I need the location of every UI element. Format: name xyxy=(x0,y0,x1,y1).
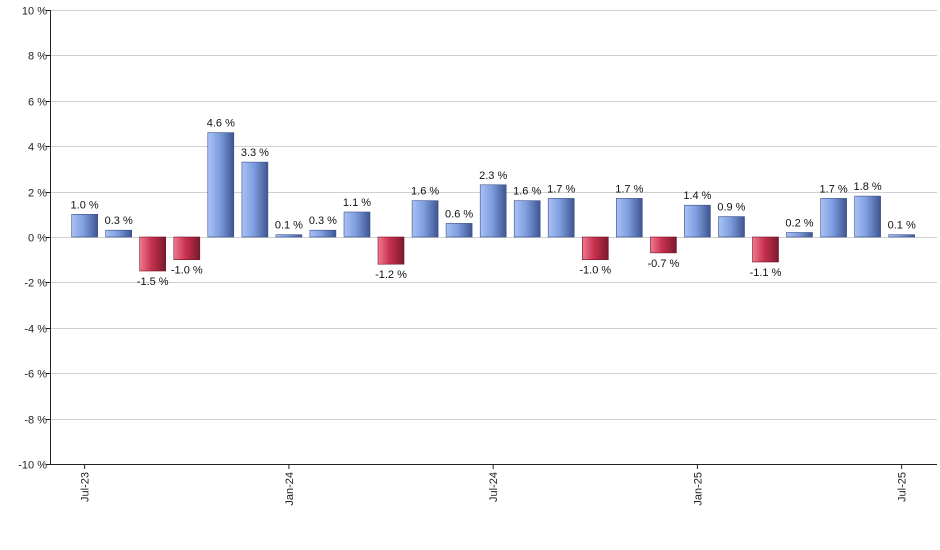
bar-Sep-23 xyxy=(139,236,166,272)
bar-Dec-24 xyxy=(650,236,677,254)
bar-Jun-25 xyxy=(854,195,881,238)
bar-Feb-24 xyxy=(309,229,337,238)
bar-Feb-25 xyxy=(718,216,745,238)
bar-value-label: 1.4 % xyxy=(683,190,711,202)
x-tick-label: Jul-25 xyxy=(897,472,909,502)
bar-Mar-24 xyxy=(343,211,371,238)
bar-value-label: 1.8 % xyxy=(854,181,882,193)
bar-value-label: 0.3 % xyxy=(105,215,133,227)
x-axis-ticks: Jul-23 Jan-24 Jul-24 Jan-25 Jul-25 xyxy=(80,464,909,506)
bar-value-label: -1.2 % xyxy=(375,269,407,281)
bar-Aug-24 xyxy=(513,200,541,238)
bar-value-label: 4.6 % xyxy=(207,118,235,130)
bar-Jan-25 xyxy=(684,204,711,238)
bar-value-label: 0.1 % xyxy=(275,220,303,232)
bar-value-label: 1.7 % xyxy=(820,183,848,195)
bar-value-label: -1.0 % xyxy=(579,265,611,277)
bar-value-labels: 1.0 %0.3 %-1.5 %-1.0 %4.6 %3.3 %0.1 % 0.3… xyxy=(71,118,916,288)
bar-value-label: 1.7 % xyxy=(547,183,575,195)
y-tick-label: -4 % xyxy=(24,324,47,336)
bar-Nov-23 xyxy=(207,132,235,238)
y-tick-label: 10 % xyxy=(22,6,47,18)
y-tick-label: -8 % xyxy=(24,415,47,427)
y-tick-label: 2 % xyxy=(28,188,47,200)
bar-Mar-25 xyxy=(752,236,779,263)
bar-Oct-23 xyxy=(173,236,201,261)
bar-value-label: 1.6 % xyxy=(513,186,541,198)
y-tick-label: -10 % xyxy=(18,460,47,472)
bar-value-label: 0.9 % xyxy=(717,202,745,214)
bar-value-label: 1.0 % xyxy=(71,199,99,211)
bar-Jun-24 xyxy=(445,223,473,238)
y-tick-label: -2 % xyxy=(24,278,47,290)
x-tick-label: Jul-23 xyxy=(80,472,92,502)
bars xyxy=(71,132,916,272)
y-tick-label: 8 % xyxy=(28,51,47,63)
bar-Sep-24 xyxy=(547,198,575,238)
bar-Nov-24 xyxy=(615,198,643,238)
bar-Jul-24 xyxy=(479,184,507,238)
bar-value-label: 0.1 % xyxy=(888,220,916,232)
y-tick-label: 4 % xyxy=(28,142,47,154)
bar-Apr-24 xyxy=(377,236,405,265)
bar-Aug-23 xyxy=(105,229,132,238)
bar-value-label: -0.7 % xyxy=(648,258,680,270)
bar-value-label: 0.2 % xyxy=(785,218,813,230)
bar-value-label: 0.3 % xyxy=(309,215,337,227)
bar-value-label: 1.1 % xyxy=(343,197,371,209)
bar-value-label: -1.5 % xyxy=(137,276,169,288)
y-tick-label: 6 % xyxy=(28,97,47,109)
bar-May-25 xyxy=(820,198,847,238)
bar-May-24 xyxy=(411,200,439,238)
bar-value-label: 1.6 % xyxy=(411,186,439,198)
bar-Dec-23 xyxy=(241,161,269,238)
x-tick-label: Jan-24 xyxy=(284,472,296,506)
bar-value-label: -1.1 % xyxy=(750,267,782,279)
bar-value-label: 1.7 % xyxy=(615,183,643,195)
bar-value-label: 3.3 % xyxy=(241,147,269,159)
bar-Jul-23 xyxy=(71,214,98,238)
bar-Oct-24 xyxy=(581,236,609,261)
y-axis-ticks: 10 % 8 % 6 % 4 % 2 % 0 % -2 % -4 % -6 % -8 % -10 % xyxy=(18,6,50,472)
bar-Jan-24 xyxy=(275,234,303,238)
x-tick-label: Jan-25 xyxy=(692,472,704,506)
bar-value-label: 0.6 % xyxy=(445,208,473,220)
y-tick-label: 0 % xyxy=(28,233,47,245)
bar-value-label: 2.3 % xyxy=(479,170,507,182)
x-tick-label: Jul-24 xyxy=(488,472,500,502)
y-tick-label: -6 % xyxy=(24,369,47,381)
bar-value-label: -1.0 % xyxy=(171,265,203,277)
bar-Apr-25 xyxy=(786,232,813,238)
bar-Jul-25 xyxy=(888,234,916,238)
